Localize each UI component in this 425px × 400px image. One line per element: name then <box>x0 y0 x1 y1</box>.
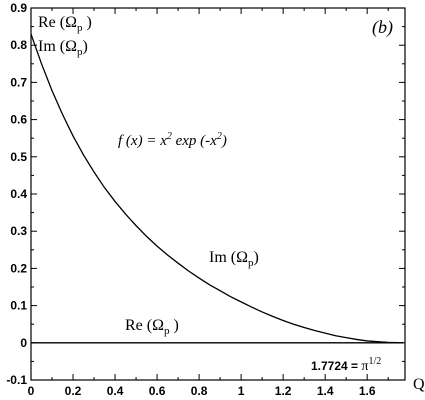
ticks: -0.100.10.20.30.40.50.60.70.80.90 0.2 0.4 0… <box>6 1 405 398</box>
x-axis-label: Q <box>413 376 425 393</box>
y-tick-label: 0.3 <box>10 224 27 238</box>
annotation-im: Im (Ωp) <box>209 249 259 269</box>
y-tick-label: 0.7 <box>10 75 27 89</box>
y-tick-label: -0.1 <box>6 373 27 387</box>
x-tick-label: 0 <box>28 384 35 398</box>
y-tick-label: 0.6 <box>10 113 27 127</box>
curves <box>30 33 404 344</box>
x-tick-label: 0.4 <box>107 384 124 398</box>
annotation-re: Re (Ωp ) <box>125 317 179 337</box>
y-tick-label: 0.4 <box>10 187 27 201</box>
x-tick-label: 0.6 <box>149 384 166 398</box>
x-tick-label: 0.8 <box>191 384 208 398</box>
legend-entry-re: Re (Ωp ) <box>38 14 92 34</box>
endpoint-label: 1.7724 = π1/2 <box>311 356 381 374</box>
x-tick-label: 1 <box>238 384 245 398</box>
plot-frame <box>30 7 406 381</box>
y-tick-label: 0.5 <box>10 150 27 164</box>
panel-label: (b) <box>372 17 393 38</box>
x-tick-label: 1.6 <box>359 384 376 398</box>
x-tick-label: 1.2 <box>275 384 292 398</box>
y-tick-label: 0.9 <box>10 1 27 15</box>
y-tick-label: 0 <box>20 336 27 350</box>
y-tick-label: 0.8 <box>10 38 27 52</box>
y-tick-label: 0.1 <box>10 299 27 313</box>
y-tick-label: 0.2 <box>10 261 27 275</box>
formula-annotation: f (x) = x2 exp (-x2) <box>118 131 227 149</box>
x-tick-label: 0.2 <box>65 384 82 398</box>
legend-entry-im: Im (Ωp) <box>38 38 88 58</box>
x-tick-label: 1.4 <box>317 384 334 398</box>
series-line-im <box>30 33 404 344</box>
